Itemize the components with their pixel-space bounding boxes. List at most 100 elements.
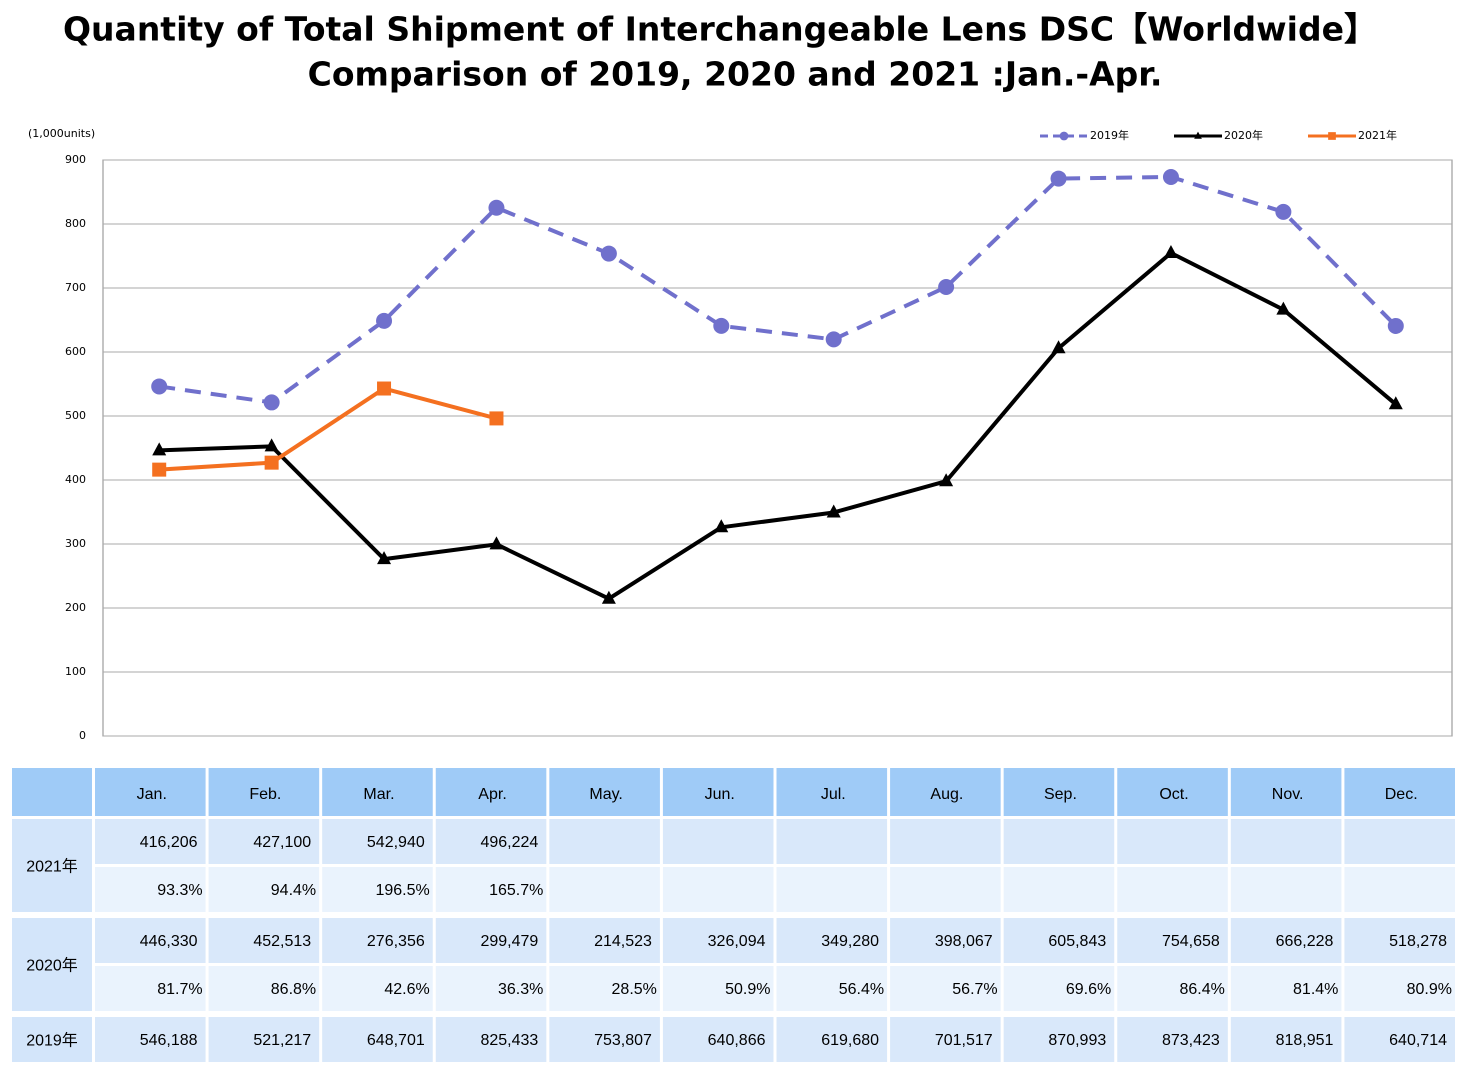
table-cell	[1117, 867, 1228, 912]
marker	[377, 381, 392, 396]
table-header-cell	[322, 768, 433, 816]
y-tick-label: 700	[65, 281, 86, 294]
table-value: 546,188	[140, 1032, 198, 1049]
table-row-label: 2020年	[26, 957, 78, 975]
table-value: 299,479	[480, 933, 538, 950]
table-value: 81.4%	[1293, 981, 1338, 998]
table-row-label: 2019年	[26, 1032, 78, 1050]
table-value: 349,280	[821, 933, 879, 950]
table-header-cell	[95, 768, 206, 816]
table-header-label: Mar.	[363, 786, 394, 803]
table-cell	[776, 1017, 888, 1062]
table-value: 521,217	[253, 1032, 311, 1049]
table-value: 666,228	[1276, 933, 1334, 950]
table-cell	[322, 867, 433, 912]
series-line	[158, 175, 1398, 405]
table-cell	[549, 1017, 660, 1062]
y-tick-label: 600	[65, 345, 86, 358]
marker	[1051, 340, 1066, 354]
table-cell	[1230, 1017, 1342, 1062]
legend-label: 2019年	[1090, 128, 1129, 142]
y-tick-label: 400	[65, 473, 86, 486]
table-cell	[890, 966, 1001, 1011]
table-value: 873,423	[1162, 1032, 1220, 1049]
marker	[377, 551, 392, 565]
y-tick-label: 300	[65, 537, 86, 550]
table-value: 753,807	[594, 1032, 652, 1049]
table-cell	[776, 867, 888, 912]
marker	[714, 519, 729, 533]
table-cell	[95, 918, 206, 963]
marker	[489, 536, 504, 550]
table-header-cell	[1003, 768, 1115, 816]
table-cell	[662, 867, 774, 912]
table-value: 196.5%	[375, 882, 429, 899]
table-cell	[208, 819, 320, 864]
table-cell	[1230, 819, 1342, 864]
table-value: 818,951	[1276, 1032, 1334, 1049]
marker	[1059, 131, 1069, 141]
table-cell	[1230, 966, 1342, 1011]
marker	[152, 462, 167, 477]
table-header-cell	[435, 768, 547, 816]
table-value: 56.4%	[839, 981, 884, 998]
table-cell	[435, 867, 547, 912]
marker	[489, 411, 504, 426]
table-cell	[435, 819, 547, 864]
marker	[600, 245, 617, 262]
table-cell	[549, 966, 660, 1011]
table-value: 416,206	[140, 834, 198, 851]
marker	[826, 504, 841, 518]
table-header-label: May.	[589, 786, 622, 803]
marker	[1163, 245, 1178, 259]
table-row-header	[12, 819, 92, 912]
table-header-label: Jan.	[137, 786, 167, 803]
marker	[151, 378, 168, 395]
marker	[488, 199, 505, 216]
series-line	[159, 386, 497, 472]
marker	[939, 473, 954, 487]
table-header-cell	[1117, 768, 1228, 816]
table-cell	[1344, 819, 1455, 864]
table-cell	[1003, 819, 1115, 864]
table-header-cell	[1344, 768, 1455, 816]
table-value: 276,356	[367, 933, 425, 950]
table-value: 427,100	[253, 834, 311, 851]
table-row-header	[12, 918, 92, 1011]
table-header-cell	[1230, 768, 1342, 816]
table-cell	[1003, 966, 1115, 1011]
table-value: 326,094	[708, 933, 766, 950]
marker	[1194, 131, 1202, 139]
table-header-label: Feb.	[249, 786, 281, 803]
table-header-label: Dec.	[1385, 786, 1418, 803]
table-header-label: Nov.	[1272, 786, 1304, 803]
table-cell	[435, 1017, 547, 1062]
table-cell	[1117, 819, 1228, 864]
table-cell	[890, 867, 1001, 912]
table-value: 50.9%	[725, 981, 770, 998]
table-header-cell	[662, 768, 774, 816]
table-cell	[322, 966, 433, 1011]
table-value: 542,940	[367, 834, 425, 851]
marker	[1328, 132, 1336, 140]
table-value: 94.4%	[271, 882, 316, 899]
table-value: 56.7%	[952, 981, 997, 998]
marker	[1162, 169, 1179, 186]
chart-subtitle: Comparison of 2019, 2020 and 2021 :Jan.-…	[308, 55, 1163, 94]
marker	[152, 442, 167, 456]
legend-label: 2020年	[1224, 128, 1263, 142]
table-cell	[95, 819, 206, 864]
table-cell	[890, 1017, 1001, 1062]
table-value: 605,843	[1048, 933, 1106, 950]
marker	[376, 312, 393, 329]
table-value: 496,224	[480, 834, 538, 851]
legend-label: 2021年	[1358, 128, 1397, 142]
table-cell	[549, 819, 660, 864]
table-value: 452,513	[253, 933, 311, 950]
table-value: 36.3%	[498, 981, 543, 998]
table-cell	[776, 918, 888, 963]
table-cell	[208, 918, 320, 963]
y-tick-label: 100	[65, 665, 86, 678]
table-value: 93.3%	[157, 882, 202, 899]
table-cell	[549, 918, 660, 963]
